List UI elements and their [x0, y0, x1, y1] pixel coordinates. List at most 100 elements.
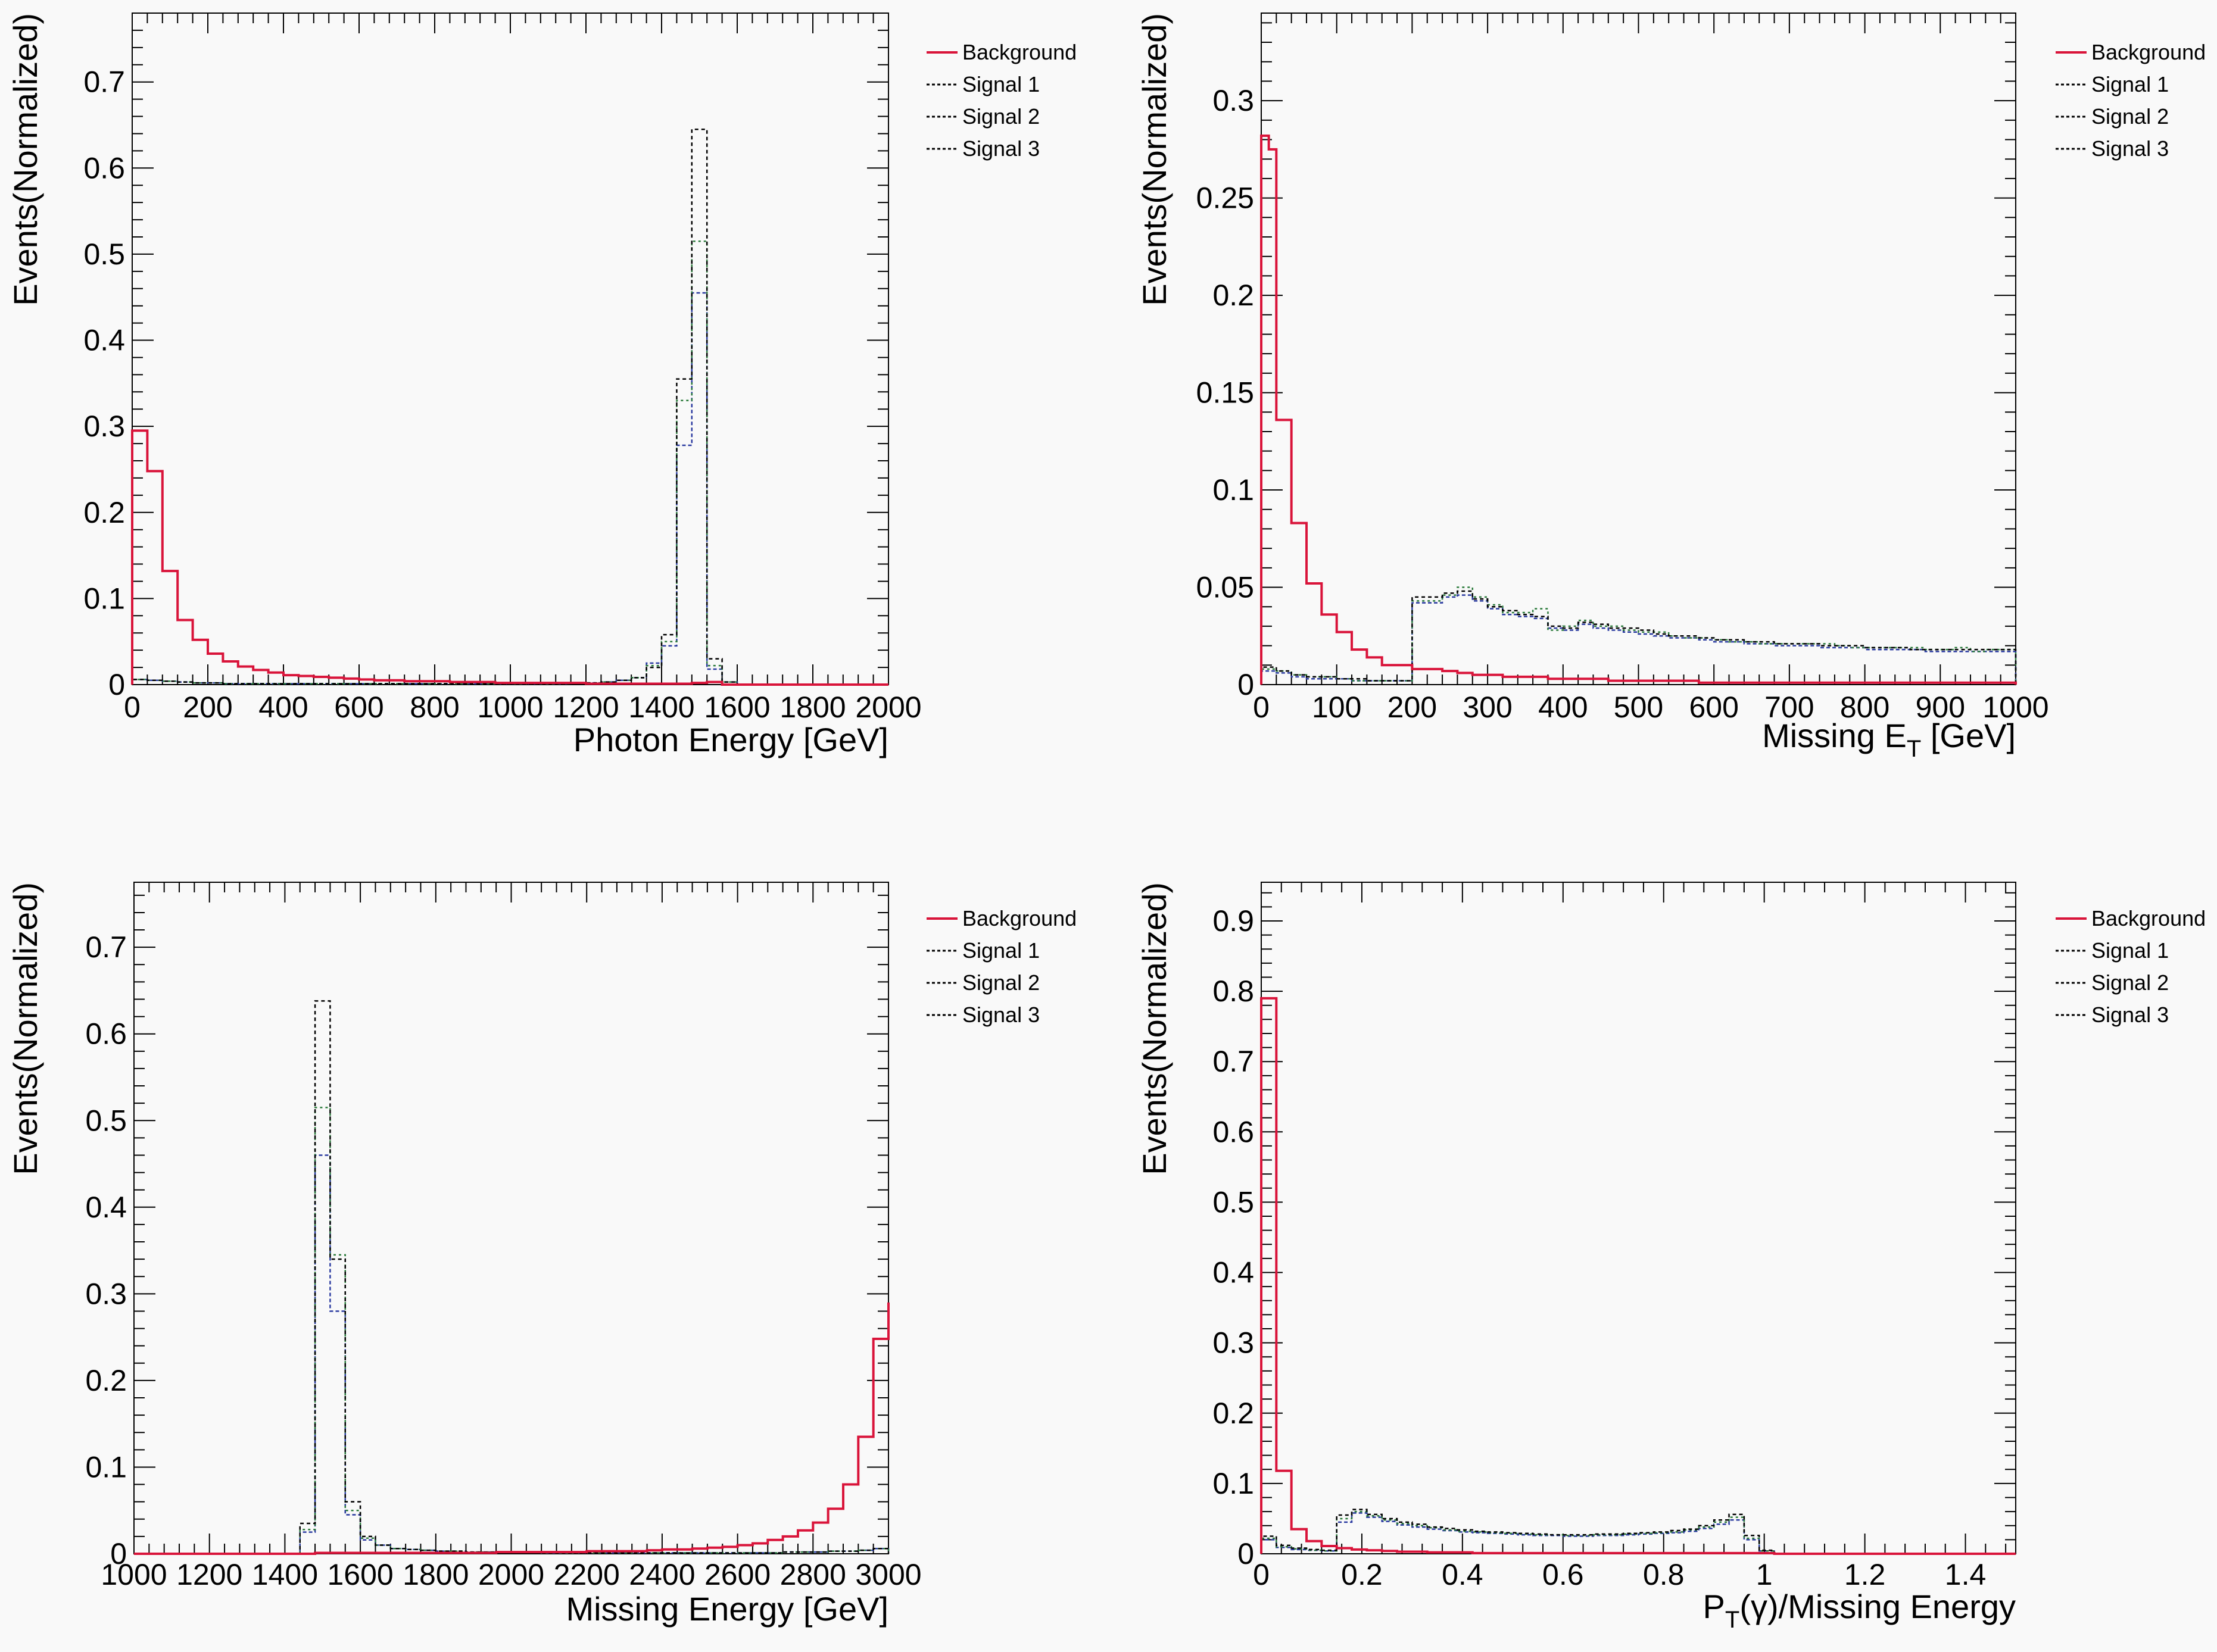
y-tick-label: 0.4: [1212, 1256, 1254, 1289]
hist-series-signal-1: [131, 128, 888, 686]
legend-label: Signal 1: [2091, 72, 2169, 96]
y-axis-title: Events(Normalized): [1136, 882, 1173, 1175]
x-tick-label: 800: [1840, 691, 1889, 724]
hist-series-signal-2: [131, 240, 888, 686]
plot-frame: [1261, 882, 2016, 1554]
legend-label: Signal 1: [2091, 938, 2169, 963]
legend: Background Signal 1 Signal 2 Signal 3: [2056, 906, 2206, 1027]
x-axis-title: Missing ET [GeV]: [1762, 717, 2016, 762]
chart-panel-2: 0 100 200 300 400 500 600 700 800 900 1000 0 0.05 0.1…: [1136, 13, 2206, 762]
y-tick-label: 0.7: [83, 65, 125, 99]
y-tick-label: 0.5: [85, 1104, 127, 1137]
x-tick-label: 1600: [327, 1558, 393, 1591]
hist-series-background: [1260, 134, 2017, 685]
y-axis-title: Events(Normalized): [7, 882, 44, 1175]
y-tick-label: 0.5: [1212, 1185, 1254, 1219]
x-tick-label: 100: [1312, 691, 1361, 724]
y-tick-label: 0.1: [83, 582, 125, 615]
y-tick-label: 0.7: [1212, 1045, 1254, 1078]
y-tick-label: 0.05: [1196, 571, 1254, 604]
legend-label: Signal 2: [2091, 970, 2169, 995]
x-tick-label: 1.4: [1945, 1558, 1987, 1591]
plot-frame: [133, 882, 889, 1554]
x-tick-label: 0: [1253, 691, 1270, 724]
legend-label: Signal 2: [962, 970, 1040, 995]
x-tick-label: 1: [1756, 1558, 1773, 1591]
y-tick-label: 0.6: [1212, 1115, 1254, 1148]
y-tick-label: 0.3: [1212, 1326, 1254, 1360]
y-tick-label: 0: [110, 1537, 127, 1570]
y-tick-label: 0.2: [85, 1364, 127, 1397]
hist-series-signal-1: [134, 1000, 890, 1555]
legend-label: Background: [2091, 906, 2206, 930]
y-tick-label: 0.15: [1196, 376, 1254, 410]
legend-label: Signal 3: [962, 1003, 1040, 1027]
x-axis-title: PT(γ)/Missing Energy: [1703, 1588, 2016, 1633]
y-axis-title: Events(Normalized): [7, 13, 44, 306]
x-tick-label: 1400: [252, 1558, 318, 1591]
x-tick-label: 0: [124, 691, 141, 724]
hist-series-signal-3: [134, 1154, 890, 1555]
x-tick-label: 300: [1463, 691, 1512, 724]
hist-series-signal-1: [1260, 590, 2017, 685]
x-tick-label: 1000: [1982, 691, 2048, 724]
y-tick-label: 0.25: [1196, 182, 1254, 215]
hist-series-signal-3: [1260, 1512, 2016, 1555]
x-tick-label: 600: [1689, 691, 1738, 724]
x-axis-title: Missing Energy [GeV]: [566, 1590, 888, 1628]
legend-label: Signal 1: [962, 938, 1040, 963]
y-tick-label: 0.4: [83, 324, 125, 357]
chart-panel-1: 0 200 400 600 800 1000 1200 1400 1600 1800 2000 0 0.…: [7, 13, 1077, 758]
x-tick-label: 400: [258, 691, 308, 724]
x-axis-title: Photon Energy [GeV]: [573, 721, 888, 758]
x-tick-label: 400: [1538, 691, 1588, 724]
x-tick-label: 0.2: [1341, 1558, 1383, 1591]
y-tick-label: 0.1: [85, 1450, 127, 1484]
x-tick-label: 200: [183, 691, 232, 724]
y-tick-label: 0.9: [1212, 904, 1254, 938]
x-tick-label: 1400: [628, 691, 694, 724]
y-axis-title: Events(Normalized): [1136, 13, 1173, 306]
y-tick-label: 0.8: [1212, 975, 1254, 1008]
legend: Background Signal 1 Signal 2 Signal 3: [927, 906, 1077, 1027]
hist-series-signal-1: [1260, 1509, 2016, 1555]
x-tick-label: 1000: [101, 1558, 167, 1591]
legend-label: Signal 2: [2091, 104, 2169, 129]
y-tick-label: 0.2: [1212, 1397, 1254, 1430]
y-tick-label: 0.6: [83, 151, 125, 185]
plot-frame: [132, 13, 889, 685]
y-tick-label: 0: [108, 668, 125, 701]
legend-label: Signal 1: [962, 72, 1040, 96]
x-tick-label: 1000: [477, 691, 543, 724]
x-tick-label: 700: [1764, 691, 1814, 724]
x-tick-label: 500: [1614, 691, 1663, 724]
legend-label: Signal 3: [2091, 1003, 2169, 1027]
legend-label: Background: [2091, 40, 2206, 64]
plot-frame: [1261, 13, 2016, 685]
x-tick-label: 2000: [855, 691, 921, 724]
y-tick-label: 0.5: [83, 238, 125, 271]
x-tick-label: 1.2: [1844, 1558, 1886, 1591]
hist-series-signal-3: [131, 292, 888, 686]
y-tick-label: 0.1: [1212, 1467, 1254, 1500]
y-tick-label: 0: [1237, 1537, 1254, 1570]
x-tick-label: 0.8: [1643, 1558, 1685, 1591]
x-tick-label: 1800: [403, 1558, 469, 1591]
y-tick-label: 0.2: [83, 496, 125, 529]
hist-series-signal-2: [134, 1107, 890, 1555]
hist-series-background: [1260, 997, 2016, 1555]
legend: Background Signal 1 Signal 2 Signal 3: [2056, 40, 2206, 161]
x-tick-label: 800: [410, 691, 459, 724]
chart-panel-4: 0 0.2 0.4 0.6 0.8 1 1.2 1.4 0 0.1 0.2 0.3 0.4 0.5 0.6 0…: [1136, 882, 2206, 1633]
x-tick-label: 2400: [629, 1558, 695, 1591]
y-tick-label: 0.4: [85, 1191, 127, 1224]
hist-series-background: [131, 429, 888, 686]
x-tick-label: 600: [334, 691, 383, 724]
legend: Background Signal 1 Signal 2 Signal 3: [927, 40, 1077, 161]
chart-panel-3: 1000 1200 1400 1600 1800 2000 2200 2400 2600 2800…: [7, 882, 1077, 1628]
legend-label: Signal 2: [962, 104, 1040, 129]
y-tick-label: 0.3: [83, 410, 125, 443]
legend-label: Background: [962, 40, 1077, 64]
legend-label: Background: [962, 906, 1077, 930]
